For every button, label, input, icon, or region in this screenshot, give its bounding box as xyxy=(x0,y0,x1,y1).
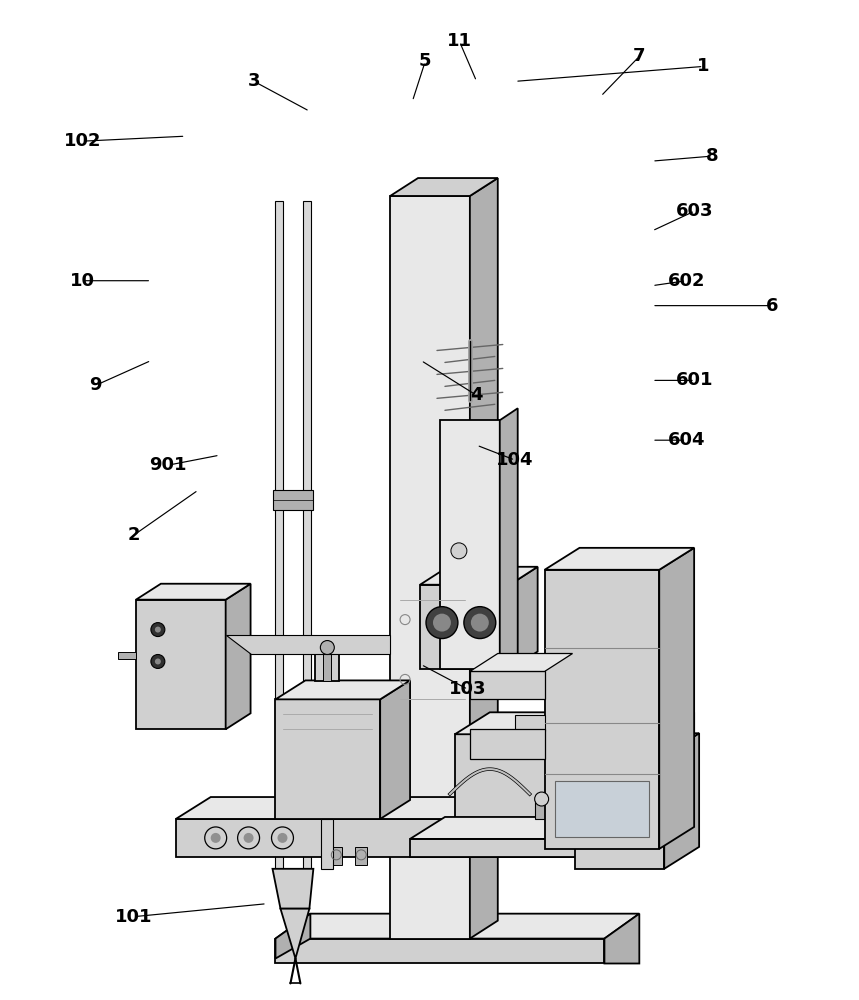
Circle shape xyxy=(471,614,489,632)
Polygon shape xyxy=(118,652,136,659)
Polygon shape xyxy=(470,729,545,759)
Polygon shape xyxy=(545,570,659,849)
Text: 103: 103 xyxy=(449,680,487,698)
Polygon shape xyxy=(276,914,310,959)
Polygon shape xyxy=(555,781,649,837)
Text: 7: 7 xyxy=(633,47,645,65)
Text: 104: 104 xyxy=(497,451,534,469)
Polygon shape xyxy=(390,178,497,196)
Polygon shape xyxy=(276,699,381,819)
Polygon shape xyxy=(272,490,314,510)
Text: 602: 602 xyxy=(667,272,705,290)
Circle shape xyxy=(151,654,165,668)
Text: 4: 4 xyxy=(471,386,483,404)
Text: 11: 11 xyxy=(447,32,472,50)
Polygon shape xyxy=(276,939,605,963)
Polygon shape xyxy=(545,789,564,809)
Text: 102: 102 xyxy=(64,132,101,150)
Circle shape xyxy=(277,833,288,843)
Polygon shape xyxy=(575,755,664,869)
Polygon shape xyxy=(272,869,314,909)
Polygon shape xyxy=(450,819,659,857)
Text: 603: 603 xyxy=(676,202,714,220)
Polygon shape xyxy=(226,635,390,654)
Polygon shape xyxy=(659,797,694,857)
Bar xyxy=(356,847,367,865)
Polygon shape xyxy=(226,584,251,729)
Polygon shape xyxy=(420,585,509,669)
Bar xyxy=(448,553,470,585)
Polygon shape xyxy=(276,680,410,699)
Polygon shape xyxy=(440,420,500,669)
Circle shape xyxy=(426,607,458,639)
Polygon shape xyxy=(664,733,699,869)
Circle shape xyxy=(464,607,496,639)
Text: 5: 5 xyxy=(419,52,431,70)
Polygon shape xyxy=(470,178,497,939)
Polygon shape xyxy=(381,680,410,819)
Polygon shape xyxy=(659,712,694,819)
Text: 604: 604 xyxy=(667,431,705,449)
Polygon shape xyxy=(275,201,283,869)
Text: 1: 1 xyxy=(698,57,710,75)
Bar xyxy=(321,819,333,869)
Polygon shape xyxy=(410,817,694,839)
Polygon shape xyxy=(303,201,311,869)
Polygon shape xyxy=(281,909,309,959)
Polygon shape xyxy=(455,734,659,819)
Circle shape xyxy=(155,658,161,664)
Polygon shape xyxy=(509,567,538,669)
Text: 8: 8 xyxy=(706,147,718,165)
Text: 601: 601 xyxy=(676,371,714,389)
Circle shape xyxy=(155,627,161,633)
Polygon shape xyxy=(500,408,518,669)
Text: 10: 10 xyxy=(70,272,95,290)
Text: 9: 9 xyxy=(89,376,102,394)
Text: 101: 101 xyxy=(115,908,153,926)
Polygon shape xyxy=(176,819,659,857)
Bar xyxy=(331,847,342,865)
Polygon shape xyxy=(176,797,694,819)
Polygon shape xyxy=(605,914,639,963)
Polygon shape xyxy=(420,567,538,585)
Bar xyxy=(315,650,339,681)
Polygon shape xyxy=(545,548,694,570)
Polygon shape xyxy=(276,914,639,939)
Polygon shape xyxy=(136,584,251,600)
Polygon shape xyxy=(470,654,573,671)
Polygon shape xyxy=(570,787,589,807)
Text: 901: 901 xyxy=(149,456,187,474)
Polygon shape xyxy=(659,548,694,849)
Polygon shape xyxy=(659,817,694,857)
Polygon shape xyxy=(470,671,545,699)
Text: 6: 6 xyxy=(765,297,778,315)
Circle shape xyxy=(451,543,467,559)
Polygon shape xyxy=(455,712,694,734)
Polygon shape xyxy=(515,715,545,731)
Circle shape xyxy=(151,623,165,637)
Circle shape xyxy=(320,641,334,654)
Polygon shape xyxy=(410,839,659,857)
Polygon shape xyxy=(136,600,226,729)
Polygon shape xyxy=(323,650,332,681)
Circle shape xyxy=(433,614,451,632)
Text: 3: 3 xyxy=(247,72,260,90)
Circle shape xyxy=(244,833,253,843)
Circle shape xyxy=(534,792,549,806)
Circle shape xyxy=(210,833,221,843)
Polygon shape xyxy=(534,799,550,819)
Polygon shape xyxy=(390,196,470,939)
Polygon shape xyxy=(575,733,699,755)
Text: 2: 2 xyxy=(128,526,140,544)
